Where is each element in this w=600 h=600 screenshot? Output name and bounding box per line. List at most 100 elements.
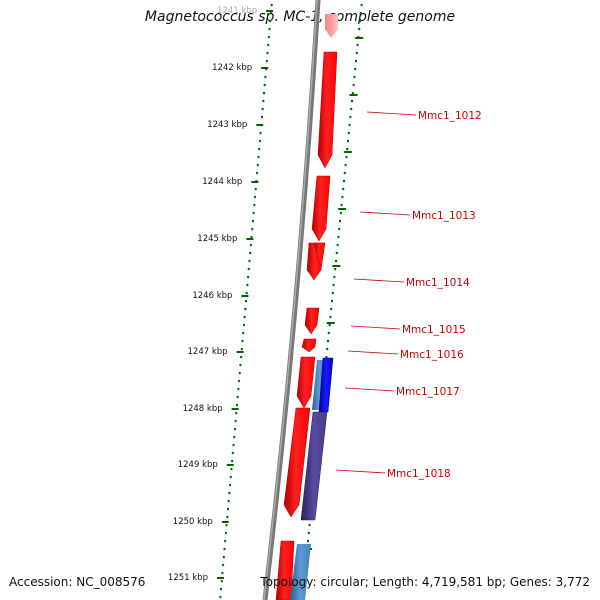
inner-ring-dot: [343, 180, 345, 183]
inner-ring-dot: [339, 220, 341, 223]
outer-ring-dot: [243, 316, 246, 319]
outer-ring-dot: [263, 92, 266, 95]
outer-ring-dot: [233, 436, 236, 439]
inner-ring-dot: [335, 260, 337, 263]
gene-label[interactable]: Mmc1_1017: [396, 386, 460, 398]
inner-ring-dot: [338, 228, 341, 231]
inner-ring-dot: [351, 92, 354, 95]
inner-ring-dot: [348, 124, 351, 127]
outer-ring-dot: [235, 412, 238, 415]
inner-ring-dot: [327, 340, 329, 343]
outer-ring-dot: [257, 156, 260, 159]
gene-label-leader: [344, 387, 395, 392]
outer-ring-dot: [227, 500, 230, 503]
outer-ring-dot: [269, 20, 272, 23]
gene-label[interactable]: Mmc1_1014: [406, 277, 470, 289]
inner-ring-dot: [331, 292, 334, 295]
outer-ring-dot: [238, 372, 241, 375]
outer-ring-dot: [224, 540, 227, 543]
inner-ring-dot: [346, 148, 349, 151]
gene-labels: Mmc1_1012 Mmc1_1013 Mmc1_1014 Mmc1_1015 Mmc1…: [335, 110, 482, 480]
outer-ring-dot: [264, 76, 267, 79]
gene-label[interactable]: Mmc1_1016: [400, 349, 464, 361]
inner-ring-dot: [349, 116, 352, 119]
gene-arrow-mmc1-1018-red[interactable]: [283, 407, 311, 518]
outer-ring-dot: [269, 12, 272, 15]
gene-arrow-mmc1-1016[interactable]: [301, 338, 317, 353]
inner-ring-dot: [307, 540, 309, 543]
outer-ring-dot: [246, 284, 249, 287]
gene-label[interactable]: Mmc1_1012: [418, 110, 482, 122]
outer-ring-dot: [256, 164, 259, 167]
outer-ring-dot: [256, 172, 259, 175]
ruler-tick-label: 1246 kbp: [192, 291, 232, 301]
ruler-tick-label: 1249 kbp: [178, 460, 218, 470]
gene-label-leader: [335, 469, 386, 474]
inner-ring-dot: [334, 268, 337, 271]
ruler-tick-label: 1248 kbp: [183, 404, 223, 414]
inner-ring-dot: [355, 60, 357, 63]
reverse-strand-track: [290, 357, 334, 600]
inner-ring-dot: [328, 324, 331, 327]
outer-ring-dot: [236, 396, 239, 399]
inner-ring-dot: [345, 156, 348, 159]
outer-ring-dot: [244, 308, 247, 311]
inner-ring-dot: [333, 276, 336, 279]
gene-arrow-mmc1-1017-red[interactable]: [296, 356, 316, 409]
outer-ring-dot: [260, 116, 263, 119]
outer-ring-dot: [231, 460, 234, 463]
gene-arrow-mmc1-1013[interactable]: [311, 175, 331, 242]
outer-ring-dot: [226, 516, 229, 519]
ruler-tick-label: 1251 kbp: [168, 573, 208, 583]
gene-label-leader: [353, 278, 405, 283]
outer-ring-dot: [248, 260, 251, 263]
ruler-tick-label: 1247 kbp: [188, 347, 228, 357]
inner-ring-dot: [340, 204, 343, 207]
outer-ring-dot: [234, 420, 237, 423]
outer-ring-dot: [262, 100, 265, 103]
inner-ring-dot: [360, 4, 363, 7]
outer-ring-dot: [245, 300, 247, 303]
inner-ring-dot: [329, 316, 332, 319]
outer-ring-dot: [224, 532, 227, 535]
inner-ring-dot: [337, 236, 340, 239]
outer-ring-dot: [249, 252, 252, 255]
gene-label[interactable]: Mmc1_1015: [402, 324, 466, 336]
outer-ring-dot: [233, 428, 236, 431]
inner-ring-dot: [358, 28, 361, 31]
gene-label[interactable]: Mmc1_1018: [387, 468, 451, 480]
outer-ring-dot: [220, 588, 223, 591]
outer-ring-dot: [228, 492, 231, 495]
inner-ring-dot: [350, 108, 353, 111]
ruler-tick-label: 1243 kbp: [207, 120, 247, 130]
gene-arrow-bottom-red[interactable]: [275, 540, 295, 600]
outer-ring-dot: [223, 548, 226, 551]
inner-ring-dot: [336, 244, 339, 247]
ruler-tick-label: 1242 kbp: [212, 63, 252, 73]
gene-arrow-mmc1-1012[interactable]: [317, 51, 338, 169]
summary-label: Topology: circular; Length: 4,719,581 bp…: [260, 575, 590, 589]
inner-ring-dot: [352, 84, 355, 87]
outer-ring-dot: [221, 572, 224, 575]
gene-label[interactable]: Mmc1_1013: [412, 210, 476, 222]
inner-ring-dot: [307, 532, 310, 535]
inner-ring-dot: [344, 164, 347, 167]
inner-ring-dot: [326, 348, 329, 351]
gene-arrow-mmc1-1015[interactable]: [304, 307, 320, 335]
gene-arrow-mmc1-1017-blue[interactable]: [318, 357, 334, 413]
gene-arrow-partial-top[interactable]: [325, 14, 338, 38]
inner-ring-dot: [343, 172, 346, 175]
outer-ring-dot: [219, 596, 222, 599]
ruler-tick-label: 1244 kbp: [202, 177, 242, 187]
gene-arrow-mmc1-1014b[interactable]: [313, 242, 326, 271]
inner-ring-dot: [353, 76, 356, 79]
outer-ring-dot: [270, 4, 273, 7]
outer-ring-dot: [254, 196, 257, 199]
outer-ring-dot: [258, 148, 261, 151]
inner-ring-dot: [335, 252, 338, 255]
gene-arrow-bottom-blue[interactable]: [290, 544, 311, 600]
outer-ring-dot: [242, 332, 245, 335]
outer-ring-dot: [251, 220, 254, 223]
gene-arrow-mmc1-1018-purple[interactable]: [300, 411, 328, 521]
